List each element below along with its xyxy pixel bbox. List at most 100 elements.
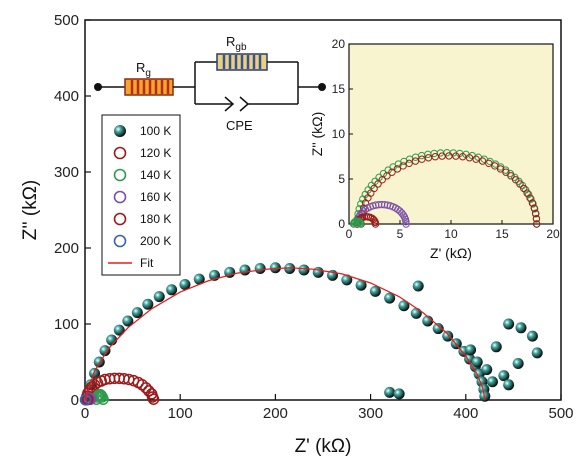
- legend-entry: 100 K: [114, 124, 171, 138]
- data-point-100k: [224, 266, 236, 278]
- data-point-100k: [481, 364, 493, 376]
- data-point-100k: [410, 307, 422, 319]
- inset-point-120k: [424, 154, 433, 162]
- legend-circle-marker: [113, 146, 127, 160]
- inset-point-200k: [357, 220, 365, 228]
- legend-label: 180 K: [140, 212, 171, 226]
- inset-x-axis-title: Z' (kΩ): [430, 245, 472, 261]
- inset-point-120k: [472, 155, 480, 163]
- data-point-100k: [531, 347, 543, 359]
- data-point-100k: [498, 370, 510, 382]
- inset-x-tick-label: 0: [346, 227, 353, 241]
- inset-y-tick-label: 5: [338, 172, 345, 186]
- equivalent-circuit: Rg Rgb CPE: [94, 34, 326, 133]
- cpe-label: CPE: [226, 118, 253, 133]
- data-point-100k: [393, 388, 405, 400]
- inset-point-120k: [528, 199, 537, 207]
- data-point-120k: [147, 393, 160, 405]
- data-point-100k: [384, 292, 396, 304]
- data-point-120k: [143, 385, 155, 397]
- inset-x-tick-label: 10: [444, 227, 458, 241]
- inset-point-160k: [380, 201, 389, 209]
- x-tick-label: 400: [453, 405, 478, 422]
- inset-point-120k: [418, 155, 426, 163]
- inset-point-120k: [465, 154, 474, 162]
- data-point-140k: [97, 393, 109, 405]
- data-point-100k: [312, 266, 324, 278]
- inset-point-160k: [402, 220, 410, 228]
- data-point-100k: [471, 356, 483, 368]
- inset-point-140k: [529, 200, 537, 208]
- inset-point-120k: [496, 165, 505, 173]
- rgb-label: Rgb: [226, 34, 247, 53]
- data-point-100k: [398, 300, 410, 312]
- main-data-series: [79, 262, 543, 406]
- circuit-terminal-right: [318, 83, 326, 91]
- inset-point-120k: [374, 180, 382, 188]
- data-point-100k: [122, 315, 134, 327]
- inset-point-120k: [491, 162, 499, 170]
- inset-point-180k: [371, 220, 380, 228]
- data-point-100k: [442, 330, 454, 342]
- y-tick-label: 300: [54, 164, 79, 181]
- inset-point-120k: [383, 172, 391, 180]
- legend-circle-marker: [113, 234, 127, 248]
- data-point-100k: [526, 330, 538, 342]
- data-point-100k: [465, 344, 477, 356]
- legend-entry: 160 K: [113, 190, 171, 204]
- data-point-120k: [140, 382, 152, 394]
- legend-label: 160 K: [140, 190, 171, 204]
- data-point-100k: [193, 273, 205, 285]
- inset-point-120k: [370, 184, 378, 193]
- legend-entry: 120 K: [113, 146, 171, 160]
- data-point-100k: [515, 322, 527, 334]
- inset-point-160k: [372, 201, 380, 209]
- inset-point-120k: [507, 172, 515, 180]
- inset-point-120k: [411, 157, 420, 165]
- legend-entry: Fit: [108, 256, 154, 270]
- inset-y-axis-title: Z'' (kΩ): [309, 112, 325, 157]
- inset-point-120k: [399, 162, 407, 170]
- data-point-100k: [486, 376, 498, 388]
- inset-point-120k: [478, 157, 487, 165]
- legend-label: 200 K: [140, 234, 171, 248]
- inset-x-tick-label: 20: [546, 227, 560, 241]
- legend-entry: 140 K: [113, 168, 171, 182]
- data-point-100k: [355, 279, 367, 291]
- inset-y-tick-label: 10: [332, 127, 346, 141]
- inset-y-tick-label: 0: [338, 217, 345, 231]
- legend-label: 140 K: [140, 168, 171, 182]
- data-point-100k: [503, 379, 515, 391]
- legend-label: 100 K: [140, 124, 171, 138]
- x-tick-label: 100: [168, 405, 193, 422]
- inset-point-160k: [369, 202, 377, 210]
- data-point-100k: [269, 262, 281, 274]
- fit-line: [84, 267, 486, 401]
- data-point-100k: [369, 285, 381, 297]
- data-point-100k: [341, 274, 353, 286]
- data-point-100k: [131, 307, 143, 319]
- resistor-rg-stripes: [130, 80, 170, 94]
- inset-point-120k: [485, 159, 493, 168]
- x-axis-title: Z' (kΩ): [295, 436, 352, 457]
- inset-point-160k: [402, 217, 410, 226]
- data-point-100k: [113, 324, 125, 336]
- inset-point-120k: [532, 220, 541, 228]
- data-point-100k: [412, 280, 424, 292]
- inset-point-120k: [531, 209, 540, 218]
- legend-label: 120 K: [140, 146, 171, 160]
- inset-y-tick-label: 20: [332, 37, 346, 51]
- legend-sphere-marker: [114, 125, 126, 137]
- legend-entry: 200 K: [113, 234, 171, 248]
- y-tick-label: 200: [54, 240, 79, 257]
- data-point-100k: [422, 315, 434, 327]
- y-axis-title: Z'' (kΩ): [20, 180, 41, 241]
- y-tick-label: 400: [54, 88, 79, 105]
- inset-point-120k: [511, 176, 520, 184]
- inset-axis-ticks: 0 5 10 15 20 0 5 10 15 20: [332, 37, 560, 241]
- x-tick-label: 500: [548, 405, 573, 422]
- data-point-100k: [432, 323, 444, 335]
- inset-point-120k: [530, 204, 538, 212]
